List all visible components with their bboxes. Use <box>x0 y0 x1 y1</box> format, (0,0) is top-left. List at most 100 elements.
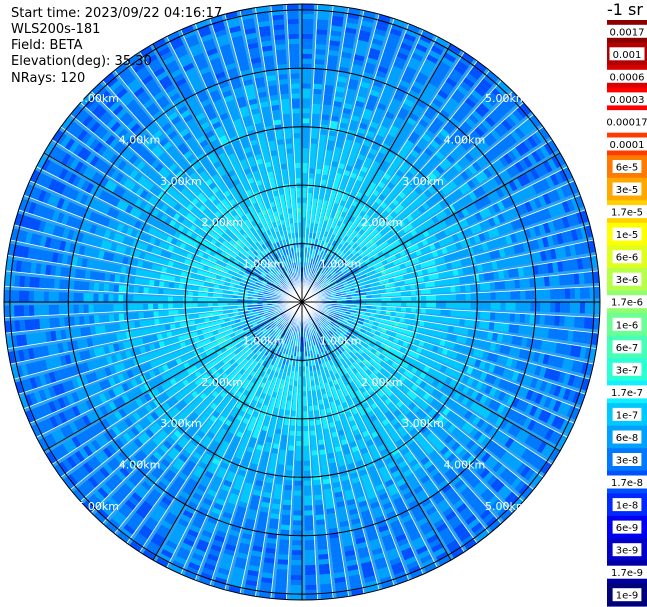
beta-cell <box>379 164 387 172</box>
beta-cell <box>326 140 335 147</box>
beta-cell <box>423 147 434 157</box>
beta-cell <box>334 241 340 248</box>
beta-cell <box>349 119 359 127</box>
beta-cell <box>396 152 406 161</box>
beta-cell <box>368 147 377 156</box>
beta-cell <box>323 94 333 101</box>
beta-cell <box>352 59 364 67</box>
beta-cell <box>404 139 414 148</box>
beta-cell <box>373 111 383 120</box>
beta-cell <box>351 229 358 236</box>
beta-cell <box>327 175 334 182</box>
beta-cell <box>426 54 439 64</box>
beta-cell <box>321 204 327 211</box>
beta-cell <box>426 106 437 116</box>
beta-cell <box>442 105 453 115</box>
beta-cell <box>429 102 440 112</box>
beta-cell <box>340 117 349 124</box>
beta-cell <box>381 51 394 60</box>
beta-cell <box>376 102 387 111</box>
beta-cell <box>316 265 320 271</box>
beta-cell <box>323 159 331 166</box>
beta-cell <box>399 107 409 116</box>
beta-cell <box>322 269 327 275</box>
beta-cell <box>323 264 328 270</box>
beta-cell <box>360 165 368 173</box>
beta-cell <box>410 149 419 158</box>
beta-cell <box>312 103 321 110</box>
beta-cell <box>334 177 341 184</box>
beta-cell <box>415 122 426 132</box>
beta-cell <box>398 47 411 56</box>
beta-cell <box>401 37 414 47</box>
beta-cell <box>424 129 435 139</box>
beta-cell <box>350 172 357 179</box>
beta-cell <box>364 156 373 164</box>
beta-cell <box>328 130 337 137</box>
beta-cell <box>302 98 311 104</box>
beta-cell <box>405 170 414 179</box>
beta-cell <box>321 263 326 269</box>
beta-cell <box>368 224 375 231</box>
beta-cell <box>307 192 313 199</box>
beta-cell <box>324 253 329 259</box>
beta-cell <box>302 232 305 238</box>
beta-cell <box>369 164 378 173</box>
beta-cell <box>421 114 432 124</box>
beta-cell <box>326 243 331 249</box>
beta-cell <box>317 266 322 272</box>
beta-cell <box>316 260 320 266</box>
beta-cell <box>421 133 432 143</box>
beta-cell <box>315 173 321 180</box>
beta-cell <box>362 178 371 186</box>
beta-cell <box>336 81 346 88</box>
beta-cell <box>374 156 383 164</box>
beta-cell <box>324 79 335 86</box>
beta-cell <box>433 117 444 127</box>
beta-cell <box>376 129 386 138</box>
beta-cell <box>315 213 320 220</box>
beta-cell <box>394 88 406 98</box>
beta-cell <box>310 258 314 264</box>
beta-cell <box>348 227 354 234</box>
beta-cell <box>316 19 329 26</box>
beta-cell <box>361 224 368 232</box>
beta-cell <box>314 178 320 185</box>
beta-cell <box>350 114 360 122</box>
beta-cell <box>340 245 346 252</box>
beta-cell <box>316 163 323 170</box>
beta-cell <box>413 47 426 58</box>
beta-cell <box>318 261 322 267</box>
beta-cell <box>315 254 320 261</box>
beta-cell <box>415 43 428 53</box>
beta-cell <box>401 75 413 84</box>
beta-cell <box>435 36 448 47</box>
beta-cell <box>446 48 459 59</box>
beta-cell <box>316 24 328 30</box>
beta-cell <box>383 172 391 181</box>
beta-cell <box>308 173 314 179</box>
beta-cell <box>329 40 341 47</box>
beta-cell <box>328 261 333 267</box>
beta-cell <box>480 78 493 90</box>
beta-cell <box>304 247 308 253</box>
beta-cell <box>316 277 321 283</box>
beta-cell <box>389 125 400 134</box>
beta-cell <box>349 73 360 81</box>
beta-cell <box>467 93 480 105</box>
beta-cell <box>363 66 375 75</box>
beta-cell <box>302 217 306 223</box>
beta-cell <box>401 125 411 135</box>
beta-cell <box>345 93 355 100</box>
beta-cell <box>302 197 307 203</box>
beta-cell <box>421 63 434 73</box>
beta-cell <box>319 134 327 140</box>
beta-cell <box>335 141 343 148</box>
beta-cell <box>407 135 417 144</box>
beta-cell <box>383 46 396 56</box>
beta-cell <box>388 164 397 173</box>
beta-cell <box>366 152 375 160</box>
beta-cell <box>385 79 397 88</box>
beta-cell <box>371 38 384 46</box>
